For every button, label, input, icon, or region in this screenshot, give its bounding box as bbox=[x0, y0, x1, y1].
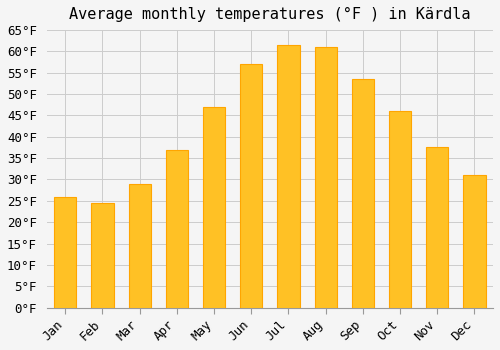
Bar bbox=[92, 203, 114, 308]
Title: Average monthly temperatures (°F ) in Kärdla: Average monthly temperatures (°F ) in Kä… bbox=[69, 7, 470, 22]
Bar bbox=[426, 147, 448, 308]
Bar bbox=[389, 111, 411, 308]
Bar bbox=[464, 175, 485, 308]
Bar bbox=[314, 47, 337, 308]
Bar bbox=[240, 64, 262, 308]
Bar bbox=[352, 79, 374, 308]
Bar bbox=[54, 197, 76, 308]
Bar bbox=[203, 107, 225, 308]
Bar bbox=[278, 45, 299, 308]
Bar bbox=[166, 149, 188, 308]
Bar bbox=[128, 184, 151, 308]
